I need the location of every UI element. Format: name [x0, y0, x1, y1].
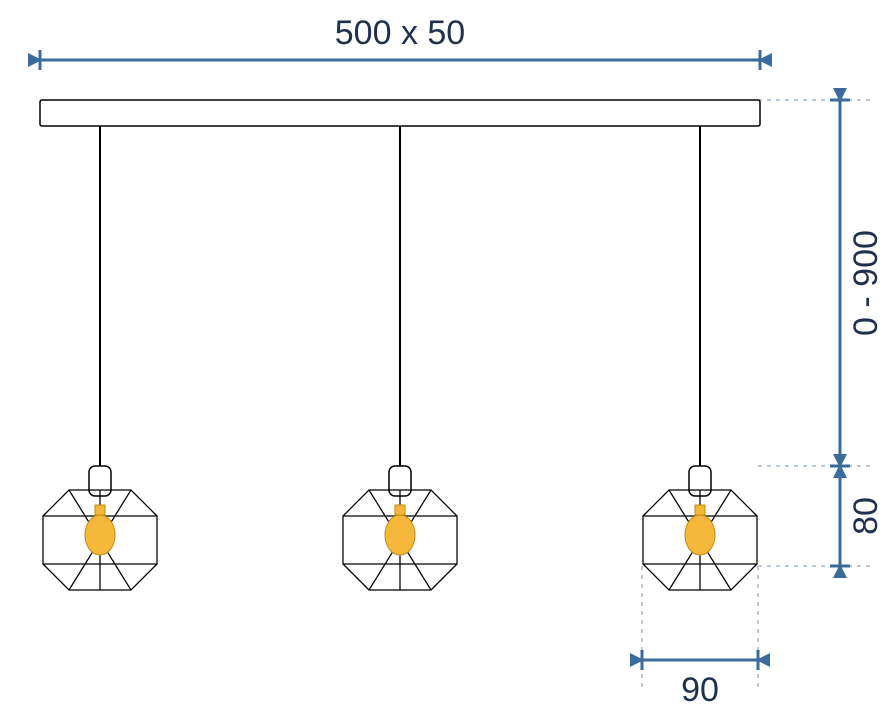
label-shade-h: 80: [847, 497, 885, 535]
label-shade-w: 90: [681, 671, 719, 709]
diagram: 500 x 50 0 - 900 80 90: [0, 0, 888, 720]
bulb-neck: [95, 505, 105, 515]
bulb-icon: [385, 515, 415, 555]
bulb-neck: [695, 505, 705, 515]
label-top: 500 x 50: [335, 14, 465, 52]
label-drop: 0 - 900: [847, 230, 885, 336]
mounting-bar: [40, 100, 760, 126]
bulb-icon: [685, 515, 715, 555]
bulb-neck: [395, 505, 405, 515]
bulb-icon: [85, 515, 115, 555]
